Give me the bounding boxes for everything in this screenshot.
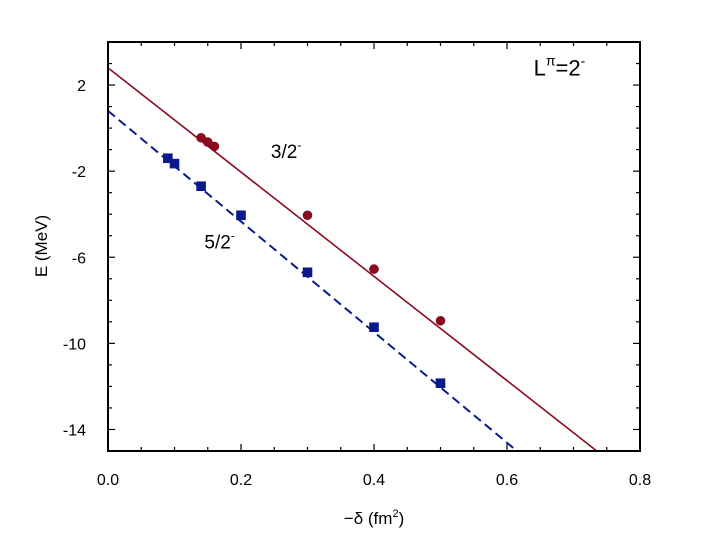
- x-tick-label-0: 0.0: [97, 472, 119, 489]
- x-tick-label-1: 0.2: [230, 472, 252, 489]
- x-axis: 0.0 0.2 0.4 0.6 0.8: [97, 42, 651, 489]
- point-series-1-0: [163, 153, 173, 164]
- x-tick-label-3: 0.6: [496, 472, 518, 489]
- point-series-1-6: [435, 378, 446, 388]
- series-label-3-2: 3/2-: [271, 138, 301, 163]
- fit-lines: [108, 67, 598, 451]
- point-series-0-3: [302, 210, 313, 221]
- l-pi-annotation: Lπ=2-: [534, 52, 586, 80]
- y-tick-label-1: -2: [72, 164, 86, 181]
- point-series-1-1: [169, 158, 180, 169]
- point-series-0-2: [209, 141, 220, 152]
- x-axis-label: −δ (fm2): [344, 508, 404, 528]
- y-tick-label-0: 2: [77, 78, 86, 95]
- point-series-0-5: [435, 315, 446, 326]
- y-axis: 2 -2 -6 -10 -14: [63, 41, 640, 452]
- point-series-1-3: [236, 210, 246, 221]
- point-series-1-5: [369, 322, 379, 333]
- point-series-1-2: [196, 181, 206, 192]
- y-tick-label-3: -10: [63, 336, 86, 353]
- x-tick-label-4: 0.8: [629, 472, 651, 489]
- fit-line-series-0: [108, 67, 598, 451]
- y-axis-label: E (MeV): [32, 215, 51, 277]
- plot-frame: [107, 41, 641, 452]
- series-label-5-2: 5/2-: [204, 229, 234, 254]
- y-tick-label-4: -14: [63, 422, 86, 439]
- x-tick-label-2: 0.4: [363, 472, 385, 489]
- point-series-1-4: [302, 267, 313, 278]
- data-points: [163, 132, 446, 388]
- y-tick-label-2: -6: [72, 250, 86, 267]
- point-series-0-4: [369, 264, 379, 274]
